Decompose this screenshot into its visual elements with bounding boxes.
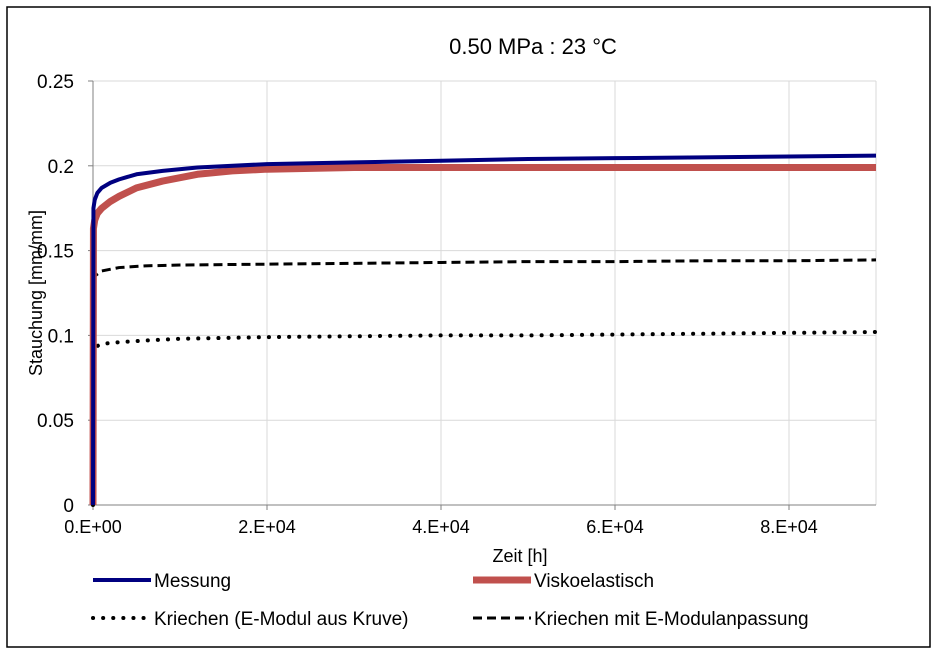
legend: Messung Viskoelastisch Kriechen (E-Modul a… bbox=[91, 571, 809, 630]
legend-label: Messung bbox=[154, 571, 231, 592]
x-tick-label: 6.E+04 bbox=[586, 517, 644, 537]
legend-label: Kriechen (E-Modul aus Kruve) bbox=[154, 609, 409, 630]
x-tick-label: 0.E+00 bbox=[64, 517, 122, 537]
x-tick-label: 4.E+04 bbox=[412, 517, 470, 537]
y-tick-label: 0.2 bbox=[48, 157, 74, 178]
x-tick-label: 8.E+04 bbox=[760, 517, 818, 537]
y-tick-label: 0 bbox=[63, 496, 74, 517]
y-tick-label: 0.1 bbox=[48, 326, 74, 347]
legend-label: Viskoelastisch bbox=[534, 571, 654, 592]
series-layer bbox=[89, 153, 878, 507]
chart-frame bbox=[6, 6, 931, 648]
chart-title: 0.50 MPa : 23 °C bbox=[449, 34, 617, 59]
series-line-0 bbox=[91, 153, 877, 506]
series-line-2 bbox=[91, 330, 878, 507]
y-axis-label: Stauchung [mm/mm] bbox=[26, 210, 46, 376]
series-line-3 bbox=[91, 258, 877, 506]
y-tick-label: 0.05 bbox=[37, 411, 74, 432]
x-axis-label: Zeit [h] bbox=[492, 546, 547, 566]
x-tick-label: 2.E+04 bbox=[238, 517, 296, 537]
y-tick-label: 0.25 bbox=[37, 72, 74, 93]
legend-label: Kriechen mit E-Modulanpassung bbox=[534, 609, 809, 630]
axis-layer: 0 0.05 0.1 0.15 0.2 0.25 0.E+00 2.E+04 4.E+04 6.E… bbox=[37, 72, 876, 537]
y-tick-label: 0.15 bbox=[37, 242, 74, 263]
series-line-1 bbox=[89, 164, 876, 506]
